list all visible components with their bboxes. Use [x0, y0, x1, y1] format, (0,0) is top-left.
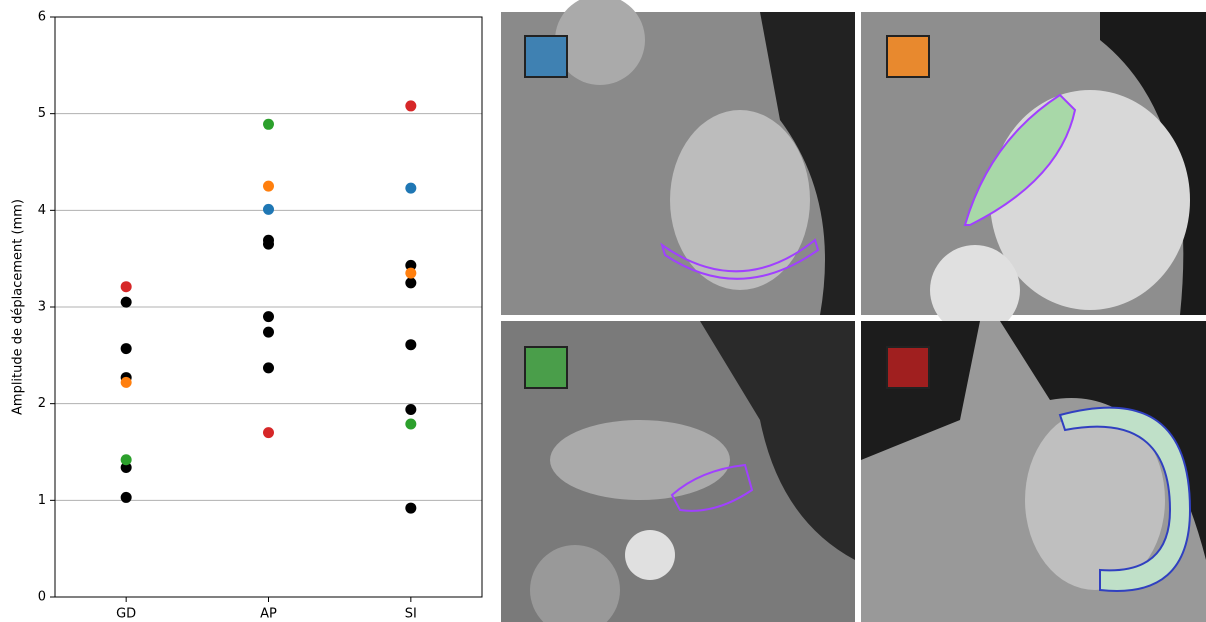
point [263, 362, 274, 374]
y-tick-label: 4 [38, 203, 46, 218]
point [405, 502, 417, 514]
y-tick-label: 3 [38, 300, 46, 315]
point [263, 427, 274, 439]
point [120, 491, 132, 503]
x-tick-label: GD [116, 607, 136, 622]
point [263, 118, 274, 130]
x-tick-label: SI [405, 607, 417, 622]
point [263, 311, 274, 323]
point [263, 238, 274, 250]
ct-image-2 [861, 12, 1206, 335]
point [120, 281, 132, 293]
point [405, 339, 417, 351]
point [263, 203, 274, 215]
ct-image-3 [501, 321, 855, 622]
point [120, 461, 132, 473]
y-tick-label: 2 [38, 396, 46, 411]
ct-image-1 [501, 0, 855, 315]
y-tick-label: 1 [38, 493, 46, 508]
point [120, 343, 132, 355]
point [263, 180, 274, 192]
point [405, 100, 417, 112]
y-axis-label: Amplitude de déplacement (mm) [11, 199, 26, 415]
point [405, 259, 417, 271]
point [120, 376, 132, 388]
point [405, 277, 417, 289]
point [405, 267, 417, 279]
point [405, 182, 417, 194]
point [120, 454, 132, 466]
point [405, 418, 417, 430]
y-tick-label: 5 [38, 106, 46, 121]
point [120, 296, 132, 308]
y-tick-label: 0 [38, 590, 46, 605]
x-tick-label: AP [260, 607, 277, 622]
ct-images [501, 0, 1206, 622]
point [405, 403, 417, 415]
ct-image-4 [861, 321, 1206, 622]
y-tick-label: 6 [38, 10, 46, 25]
point [263, 326, 274, 338]
